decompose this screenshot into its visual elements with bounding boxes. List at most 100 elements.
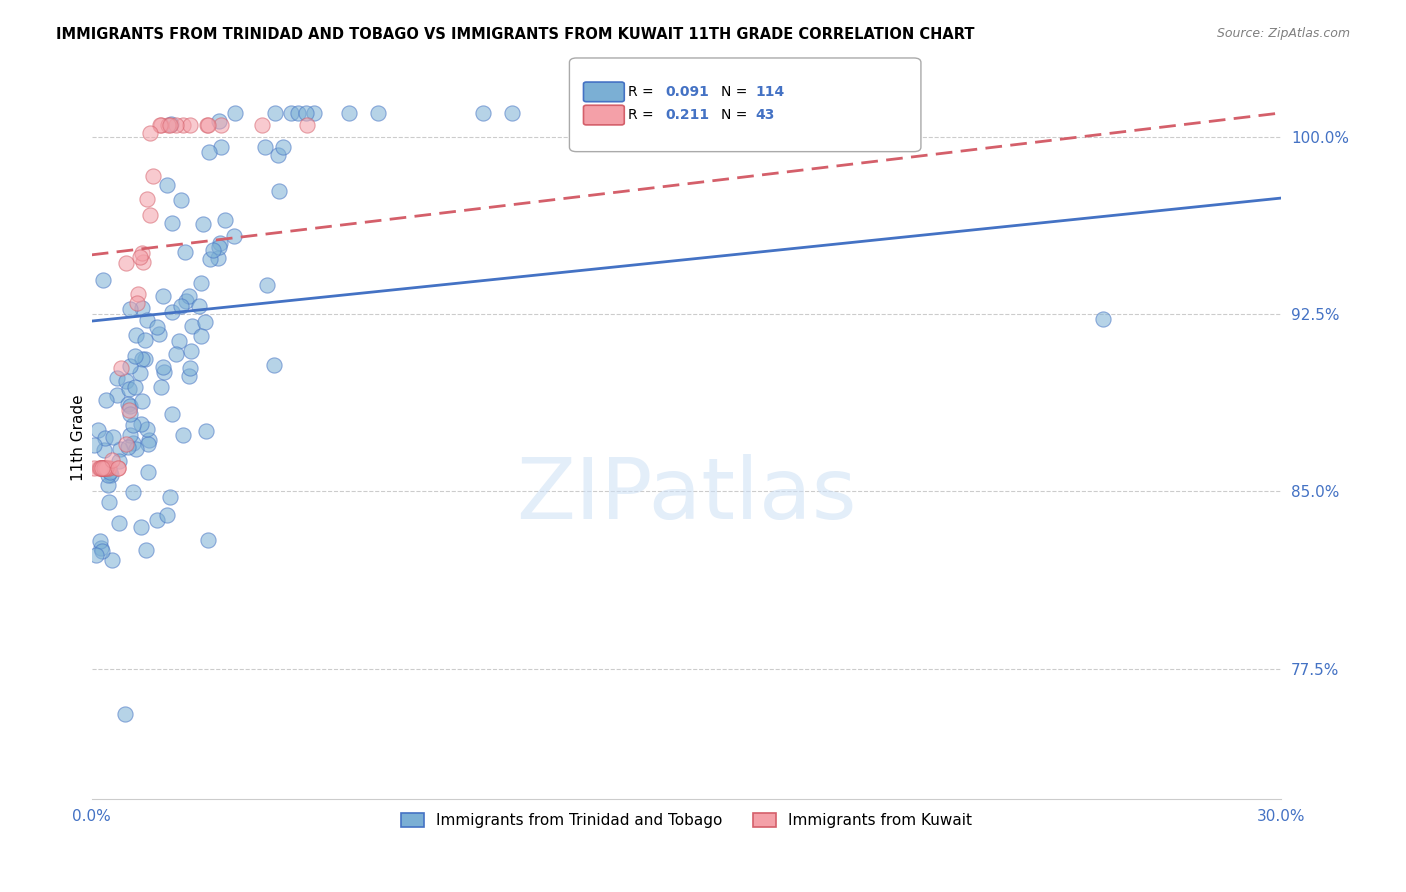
Immigrants from Trinidad and Tobago — [129, 366, 152, 380]
Immigrants from Trinidad and Tobago — [165, 346, 187, 360]
Immigrants from Trinidad and Tobago — [100, 553, 122, 567]
Immigrants from Trinidad and Tobago — [194, 315, 217, 329]
Immigrants from Kuwait — [93, 460, 115, 475]
Immigrants from Trinidad and Tobago — [124, 442, 146, 456]
Immigrants from Trinidad and Tobago — [367, 106, 389, 120]
Immigrants from Trinidad and Tobago — [105, 370, 128, 384]
Immigrants from Kuwait — [90, 460, 112, 475]
Immigrants from Trinidad and Tobago — [103, 430, 125, 444]
Immigrants from Trinidad and Tobago — [152, 359, 174, 374]
Immigrants from Trinidad and Tobago — [295, 106, 318, 120]
Immigrants from Trinidad and Tobago — [269, 184, 291, 198]
Immigrants from Kuwait — [149, 118, 172, 132]
Immigrants from Trinidad and Tobago — [83, 438, 105, 452]
Immigrants from Trinidad and Tobago — [195, 424, 218, 438]
Immigrants from Kuwait — [97, 460, 120, 475]
Immigrants from Trinidad and Tobago — [180, 344, 202, 359]
Immigrants from Trinidad and Tobago — [224, 229, 246, 244]
Immigrants from Trinidad and Tobago — [120, 428, 142, 442]
Immigrants from Kuwait — [142, 169, 165, 183]
Immigrants from Trinidad and Tobago — [118, 399, 141, 413]
Immigrants from Trinidad and Tobago — [190, 329, 212, 343]
Immigrants from Trinidad and Tobago — [89, 534, 111, 549]
Text: ZIPatlas: ZIPatlas — [516, 454, 856, 537]
Immigrants from Trinidad and Tobago — [152, 289, 174, 303]
Immigrants from Kuwait — [129, 250, 152, 264]
Immigrants from Trinidad and Tobago — [131, 352, 153, 367]
Immigrants from Trinidad and Tobago — [197, 533, 219, 547]
Immigrants from Trinidad and Tobago — [94, 393, 117, 408]
Text: R =: R = — [628, 85, 654, 99]
Immigrants from Trinidad and Tobago — [188, 299, 211, 313]
Immigrants from Trinidad and Tobago — [129, 417, 152, 432]
Immigrants from Trinidad and Tobago — [90, 544, 112, 558]
Immigrants from Trinidad and Tobago — [170, 193, 193, 207]
Immigrants from Trinidad and Tobago — [1091, 311, 1114, 326]
Immigrants from Trinidad and Tobago — [156, 508, 179, 522]
Immigrants from Trinidad and Tobago — [134, 352, 156, 367]
Immigrants from Trinidad and Tobago — [191, 217, 214, 231]
Immigrants from Trinidad and Tobago — [87, 423, 110, 437]
Immigrants from Trinidad and Tobago — [149, 380, 172, 394]
Immigrants from Trinidad and Tobago — [160, 408, 183, 422]
Immigrants from Kuwait — [139, 126, 162, 140]
Text: R =: R = — [628, 108, 654, 122]
Immigrants from Kuwait — [159, 118, 181, 132]
Legend: Immigrants from Trinidad and Tobago, Immigrants from Kuwait: Immigrants from Trinidad and Tobago, Imm… — [395, 807, 979, 835]
Immigrants from Trinidad and Tobago — [93, 432, 115, 446]
Immigrants from Trinidad and Tobago — [256, 277, 278, 292]
Text: 43: 43 — [755, 108, 775, 122]
Immigrants from Trinidad and Tobago — [177, 289, 200, 303]
Text: Source: ZipAtlas.com: Source: ZipAtlas.com — [1216, 27, 1350, 40]
Immigrants from Kuwait — [127, 286, 149, 301]
Immigrants from Kuwait — [197, 118, 219, 132]
Immigrants from Trinidad and Tobago — [266, 148, 288, 162]
Immigrants from Trinidad and Tobago — [115, 374, 138, 388]
Immigrants from Kuwait — [114, 437, 136, 451]
Immigrants from Kuwait — [139, 208, 162, 222]
Immigrants from Trinidad and Tobago — [97, 495, 120, 509]
Immigrants from Trinidad and Tobago — [100, 468, 122, 483]
Immigrants from Trinidad and Tobago — [208, 113, 231, 128]
Immigrants from Trinidad and Tobago — [97, 478, 120, 492]
Immigrants from Trinidad and Tobago — [472, 106, 495, 120]
Immigrants from Trinidad and Tobago — [122, 435, 145, 450]
Immigrants from Trinidad and Tobago — [280, 106, 302, 120]
Immigrants from Trinidad and Tobago — [107, 388, 129, 402]
Immigrants from Trinidad and Tobago — [613, 106, 636, 120]
Immigrants from Kuwait — [93, 460, 115, 475]
Immigrants from Kuwait — [131, 245, 153, 260]
Immigrants from Trinidad and Tobago — [254, 140, 277, 154]
Immigrants from Trinidad and Tobago — [190, 277, 212, 291]
Immigrants from Trinidad and Tobago — [201, 243, 224, 257]
Immigrants from Trinidad and Tobago — [156, 178, 179, 192]
Immigrants from Kuwait — [110, 361, 132, 376]
Immigrants from Trinidad and Tobago — [337, 106, 360, 120]
Immigrants from Trinidad and Tobago — [136, 465, 159, 479]
Immigrants from Trinidad and Tobago — [84, 549, 107, 563]
Immigrants from Trinidad and Tobago — [135, 313, 157, 327]
Immigrants from Kuwait — [93, 460, 115, 475]
Immigrants from Trinidad and Tobago — [208, 235, 231, 250]
Immigrants from Kuwait — [89, 460, 111, 475]
Immigrants from Trinidad and Tobago — [97, 468, 120, 483]
Immigrants from Kuwait — [107, 460, 129, 475]
Immigrants from Kuwait — [179, 118, 201, 132]
Immigrants from Trinidad and Tobago — [179, 360, 201, 375]
Immigrants from Trinidad and Tobago — [208, 240, 231, 254]
Immigrants from Trinidad and Tobago — [148, 327, 170, 342]
Immigrants from Trinidad and Tobago — [135, 543, 157, 558]
Immigrants from Kuwait — [172, 118, 194, 132]
Immigrants from Trinidad and Tobago — [117, 440, 139, 454]
Text: IMMIGRANTS FROM TRINIDAD AND TOBAGO VS IMMIGRANTS FROM KUWAIT 11TH GRADE CORRELA: IMMIGRANTS FROM TRINIDAD AND TOBAGO VS I… — [56, 27, 974, 42]
Immigrants from Kuwait — [157, 118, 180, 132]
Immigrants from Kuwait — [132, 254, 155, 268]
Immigrants from Trinidad and Tobago — [117, 397, 139, 411]
Immigrants from Trinidad and Tobago — [214, 213, 236, 227]
Immigrants from Trinidad and Tobago — [224, 106, 246, 120]
Immigrants from Kuwait — [165, 118, 187, 132]
Immigrants from Trinidad and Tobago — [162, 305, 184, 319]
Immigrants from Trinidad and Tobago — [129, 519, 152, 533]
Immigrants from Trinidad and Tobago — [167, 334, 190, 349]
Immigrants from Kuwait — [209, 118, 232, 132]
